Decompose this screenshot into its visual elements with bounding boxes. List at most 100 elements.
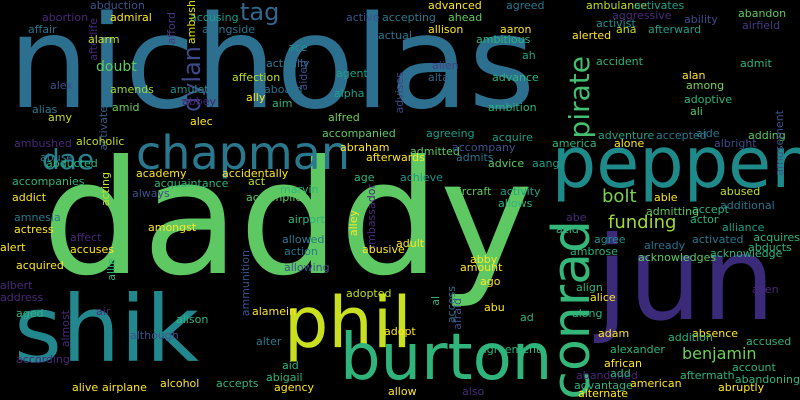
word-abraham: abraham [340,141,390,154]
word-afterward: afterward [648,23,702,36]
word-ah: ah [522,49,536,62]
word-align: align [576,281,603,294]
word-alter: alter [256,335,282,348]
word-albright: albright [714,137,757,150]
word-allows: allows [498,197,533,210]
word-al: al [429,296,442,306]
word-ambushed: ambushed [14,137,72,150]
word-alison: alison [176,313,209,326]
word-aggressive: aggressive [612,9,672,22]
word-aid: aid [282,359,299,372]
word-acquired: acquired [16,259,64,272]
word-adventure: adventure [598,129,655,142]
word-aim: aim [272,97,293,110]
word-abusive: abusive [362,243,405,256]
word-ambulance: ambulance [586,0,647,12]
word-alcohol: alcohol [160,377,200,390]
word-activist: activist [596,17,636,30]
word-affair: affair [28,23,57,36]
word-accusing: accusing [190,11,239,24]
word-albert: albert [0,279,33,292]
word-abigail: abigail [266,371,303,384]
word-acquaintance: acquaintance [154,177,229,190]
word-alive: alive [72,381,99,394]
word-allison: allison [428,23,464,36]
word-advance: advance [492,71,539,84]
word-american: american [630,377,682,390]
word-accomplice: accomplice [246,191,309,204]
word-agreeing: agreeing [426,127,475,140]
word-alexander: alexander [610,343,665,356]
word-tag: tag [240,0,280,26]
word-advises: advises [393,72,406,114]
word-alias: alias [32,103,58,116]
word-additional: additional [720,199,775,212]
word-alpha: alpha [334,87,365,100]
word-acquires: acquires [753,231,800,244]
word-action: action [284,245,318,258]
word-acid: acid [556,223,579,236]
word-active: active [346,11,380,24]
word-alley: alley [347,210,360,237]
word-ace: ace [288,41,308,54]
word-america: america [552,137,597,150]
word-adult: adult [396,237,425,250]
word-academy: academy [136,167,187,180]
word-airfield: airfield [742,19,781,32]
word-altar: altar [428,71,454,84]
word-doubt: doubt [96,59,137,75]
word-address: address [0,291,44,304]
word-funding: funding [608,212,677,233]
word-abandoned: abandoned [576,369,638,382]
word-afterwards: afterwards [366,151,425,164]
word-abortion: abortion [42,11,89,24]
word-ambitious: ambitious [476,33,531,46]
word-aged: aged [16,307,44,320]
word-adopt: adopt [384,325,416,338]
word-alliance: alliance [722,221,765,234]
word-almost: almost [59,310,72,348]
word-allen: allen [752,283,779,296]
word-accompanied: accompanied [322,127,396,140]
word-accused: accused [746,335,792,348]
word-amusement: amusement [773,110,786,176]
word-affection: affection [232,71,281,84]
word-abandoning: abandoning [734,373,800,386]
word-abduction: abduction [90,0,145,12]
word-amends: amends [110,83,154,96]
word-adopted: adopted [346,287,392,300]
word-actually: actually [266,57,310,70]
word-jun: jun [596,212,776,347]
word-activity: activity [500,185,541,198]
word-accident: accident [596,55,643,68]
word-abused: abused [720,185,761,198]
word-act: act [248,175,266,188]
word-adding: adding [748,129,786,142]
word-abe: abe [566,211,587,224]
word-accuses: accuses [70,243,115,256]
word-alex: alex [50,79,73,92]
word-abuse: abuse [40,151,74,164]
word-air: air [96,305,111,318]
word-able: able [654,191,678,204]
word-ambush: ambush [185,0,198,45]
word-alarm: alarm [88,33,120,46]
word-aboard: aboard [264,83,303,96]
word-alfred: alfred [328,111,360,124]
word-age: age [354,171,375,184]
word-airplane: airplane [102,381,147,394]
word-amid: amid [112,101,140,114]
word-activated: activated [692,233,744,246]
word-agreed: agreed [506,0,545,12]
word-aided: aided [297,60,310,91]
word-among: among [686,79,725,92]
word-alerted: alerted [572,29,612,42]
word-aang: aang [532,157,560,170]
word-abbey: abbey [182,95,216,108]
word-phil: phil [284,282,412,364]
word-although: although [130,329,179,342]
word-accepted: accepted [656,129,707,142]
word-admiral: admiral [110,11,152,24]
word-ammunition: ammunition [239,250,252,317]
word-abandon: abandon [738,7,787,20]
